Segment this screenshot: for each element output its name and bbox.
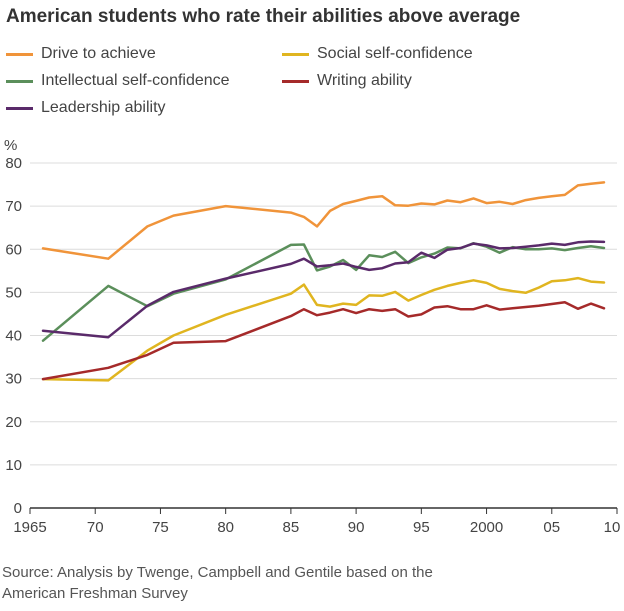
y-tick-label-60: 60 (5, 241, 22, 258)
series-line-leadership-ability (41, 240, 606, 339)
x-tick-label-1970: 70 (87, 519, 104, 536)
y-tick-label-80: 80 (5, 155, 22, 172)
source-note: Source: Analysis by Twenge, Campbell and… (2, 562, 433, 604)
legend-item-writing-ability: Writing ability (282, 71, 412, 91)
legend-label-drive-to-achieve: Drive to achieve (41, 45, 156, 62)
series-line-social-self-confidence (41, 276, 606, 382)
legend-item-social-self-confidence: Social self-confidence (282, 44, 473, 64)
legend-label-writing-ability: Writing ability (317, 72, 412, 89)
series-lines (41, 181, 606, 382)
y-axis-ticks: 0 10 20 30 40 50 60 70 80 (5, 155, 22, 517)
legend-item-leadership-ability: Leadership ability (6, 98, 166, 118)
legend-swatch-intellectual-self-confidence (6, 79, 33, 83)
legend-swatch-writing-ability (282, 79, 309, 83)
y-tick-label-50: 50 (5, 284, 22, 301)
series-line-drive-to-achieve (41, 181, 606, 260)
legend-label-social-self-confidence: Social self-confidence (317, 45, 473, 62)
legend-swatch-leadership-ability (6, 106, 33, 110)
source-line-1: Source: Analysis by Twenge, Campbell and… (2, 564, 433, 581)
source-line-2: American Freshman Survey (2, 585, 188, 602)
series-line-writing-ability (41, 301, 606, 381)
x-axis: 1965 70 75 80 85 90 95 2000 05 10 (13, 507, 621, 536)
x-tick-label-1995: 95 (413, 519, 430, 536)
x-tick-label-2005: 05 (543, 519, 560, 536)
y-tick-label-0: 0 (14, 500, 22, 517)
legend-label-intellectual-self-confidence: Intellectual self-confidence (41, 72, 230, 89)
y-tick-label-20: 20 (5, 414, 22, 431)
y-tick-label-40: 40 (5, 328, 22, 345)
y-tick-label-70: 70 (5, 198, 22, 215)
x-tick-label-1980: 80 (217, 519, 234, 536)
y-tick-label-30: 30 (5, 371, 22, 388)
x-tick-label-2010: 10 (604, 519, 621, 536)
x-tick-label-1965: 1965 (13, 519, 46, 536)
legend-label-leadership-ability: Leadership ability (41, 99, 166, 116)
x-tick-label-1985: 85 (283, 519, 300, 536)
x-tick-label-1975: 75 (152, 519, 169, 536)
legend-item-intellectual-self-confidence: Intellectual self-confidence (6, 71, 230, 91)
y-tick-label-10: 10 (5, 457, 22, 474)
legend: Drive to achieve Social self-confidence … (0, 0, 624, 120)
legend-swatch-drive-to-achieve (6, 52, 33, 56)
series-line-intellectual-self-confidence (41, 241, 606, 342)
line-chart: % 0 10 20 30 40 50 60 70 80 1965 70 75 80 85 90 95 2000… (4, 137, 621, 536)
x-tick-label-1990: 90 (348, 519, 365, 536)
legend-swatch-social-self-confidence (282, 52, 309, 56)
x-tick-label-2000: 2000 (470, 519, 503, 536)
chart-title: American students who rate their abiliti… (6, 6, 521, 27)
legend-item-drive-to-achieve: Drive to achieve (6, 44, 156, 64)
y-axis-unit-label: % (4, 137, 17, 154)
